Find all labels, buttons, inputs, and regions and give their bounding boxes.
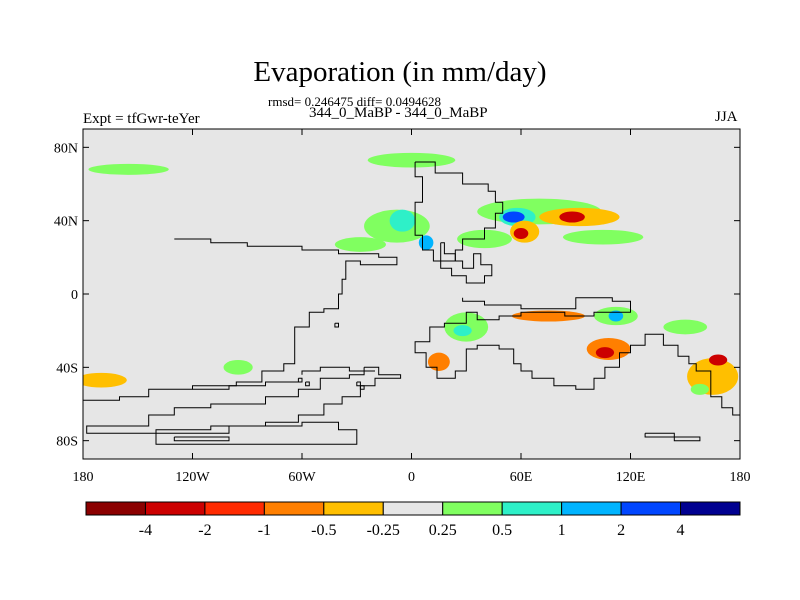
anomaly-region bbox=[334, 237, 386, 252]
y-tick-label: 40N bbox=[54, 215, 78, 230]
anomaly-region bbox=[83, 372, 127, 388]
coastline bbox=[644, 432, 701, 442]
stats-label: rmsd= 0.246475 diff= 0.0494628 bbox=[268, 94, 441, 109]
colorbar-label: -1 bbox=[258, 522, 271, 539]
anomaly-region bbox=[88, 163, 169, 175]
coastline bbox=[86, 366, 402, 434]
anomaly-region bbox=[559, 211, 585, 223]
anomaly-region bbox=[708, 354, 728, 366]
coastline bbox=[414, 297, 740, 416]
coastline-layer bbox=[83, 161, 740, 445]
colorbar-label: -0.5 bbox=[311, 522, 336, 539]
coastline bbox=[173, 436, 230, 442]
x-tick-label: 120W bbox=[175, 470, 210, 485]
anomaly-region bbox=[562, 229, 644, 245]
colorbar-swatch bbox=[85, 501, 146, 516]
colorbar-label: 1 bbox=[558, 522, 566, 539]
anomaly-region bbox=[427, 352, 450, 372]
x-tick-label: 180 bbox=[73, 470, 94, 485]
colorbar: -4 -2 -1 -0.5 -0.25 0.25 0.5 1 2 4 bbox=[85, 501, 741, 539]
anomaly-region bbox=[223, 360, 253, 375]
anomaly-region bbox=[663, 319, 708, 335]
anomaly-region bbox=[453, 325, 472, 337]
axes-layer: 180 120W 60W 0 60E 120E 180 80N 40N 0 40S 80S bbox=[54, 129, 751, 485]
anomaly-region bbox=[513, 228, 529, 239]
y-tick-label: 0 bbox=[71, 288, 78, 303]
anomaly-field-layer bbox=[83, 152, 739, 395]
colorbar-label: 0.25 bbox=[429, 522, 457, 539]
colorbar-swatch bbox=[323, 501, 384, 516]
anomaly-region bbox=[511, 310, 585, 322]
coastline bbox=[440, 242, 493, 284]
coastline bbox=[297, 377, 303, 383]
coastline bbox=[155, 421, 358, 445]
colorbar-swatch bbox=[680, 501, 741, 516]
colorbar-swatch bbox=[204, 501, 265, 516]
colorbar-swatch bbox=[620, 501, 682, 516]
colorbar-swatch bbox=[263, 501, 325, 516]
x-tick-label: 60W bbox=[288, 470, 316, 485]
colorbar-label: 2 bbox=[617, 522, 625, 539]
coastline bbox=[334, 322, 339, 328]
anomaly-region bbox=[418, 235, 434, 251]
anomaly-region bbox=[389, 209, 416, 232]
anomaly-region bbox=[690, 383, 709, 395]
colorbar-swatch bbox=[501, 501, 563, 516]
coastline bbox=[305, 381, 310, 387]
coastline bbox=[359, 385, 365, 390]
x-tick-label: 0 bbox=[408, 470, 415, 485]
colorbar-swatch bbox=[144, 501, 206, 516]
y-tick-label: 80N bbox=[54, 141, 78, 156]
y-tick-label: 80S bbox=[56, 435, 78, 450]
colorbar-swatch bbox=[382, 501, 444, 516]
map-background bbox=[83, 129, 740, 459]
colorbar-label: -0.25 bbox=[367, 522, 400, 539]
colorbar-label: 0.5 bbox=[492, 522, 512, 539]
colorbar-swatch bbox=[561, 501, 622, 516]
x-tick-label: 60E bbox=[510, 470, 533, 485]
colorbar-label: 4 bbox=[677, 522, 685, 539]
anomaly-region bbox=[502, 211, 525, 223]
x-tick-label: 120E bbox=[616, 470, 646, 485]
x-tick-label: 180 bbox=[730, 470, 751, 485]
anomaly-region bbox=[595, 347, 615, 359]
case-label: 344_0_MaBP - 344_0_MaBP bbox=[309, 105, 488, 121]
y-tick-label: 40S bbox=[56, 361, 78, 376]
colorbar-label: -2 bbox=[198, 522, 211, 539]
colorbar-swatch bbox=[442, 501, 503, 516]
coastline bbox=[301, 366, 375, 375]
season-label: JJA bbox=[715, 109, 738, 125]
experiment-label: Expt = tfGwr-teYer bbox=[83, 111, 200, 127]
chart-title: Evaporation (in mm/day) bbox=[253, 56, 547, 88]
colorbar-label: -4 bbox=[139, 522, 152, 539]
coastline bbox=[83, 238, 398, 401]
anomaly-region bbox=[367, 152, 456, 168]
anomaly-region bbox=[608, 310, 624, 322]
coastline bbox=[414, 161, 504, 262]
